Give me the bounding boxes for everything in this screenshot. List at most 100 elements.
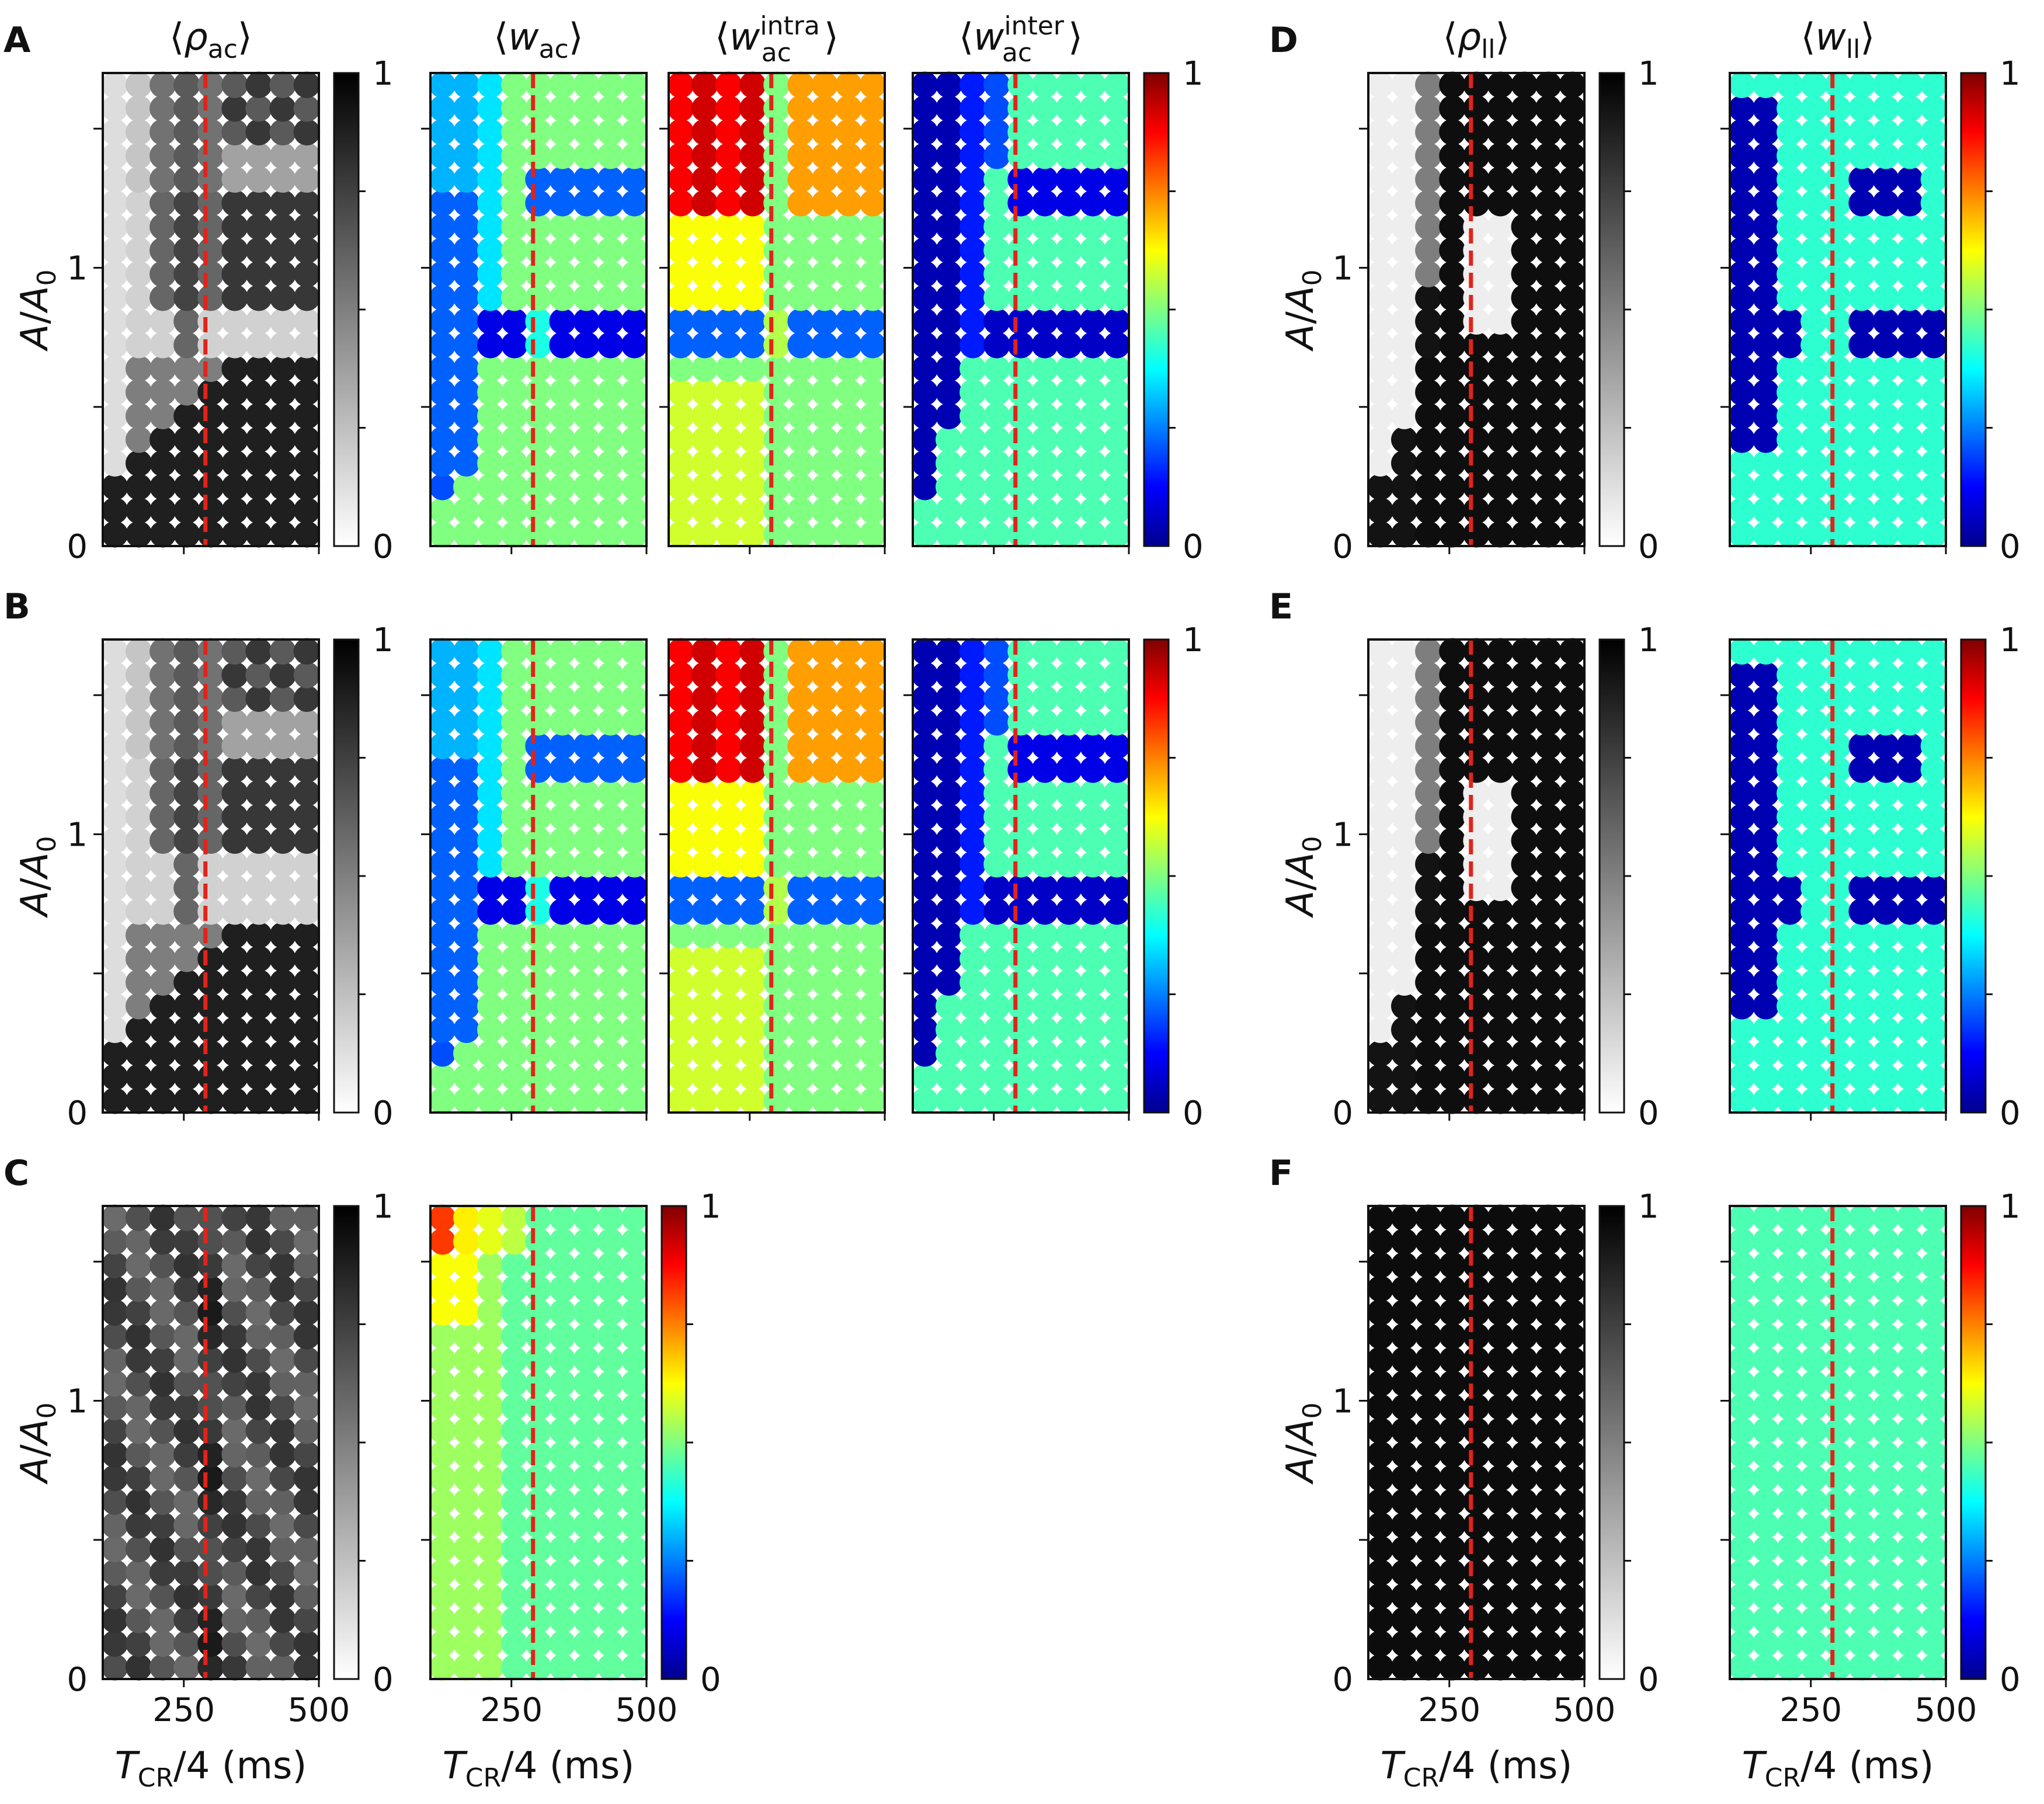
scatter-point (1007, 851, 1034, 878)
scatter-point (1103, 142, 1131, 169)
scatter-point (549, 780, 576, 807)
scatter-point (173, 1512, 200, 1539)
scatter-point (1391, 190, 1418, 217)
scatter-point (1007, 1063, 1034, 1091)
scatter-point (1055, 379, 1082, 406)
scatter-point (150, 260, 176, 287)
scatter-point (1463, 1393, 1490, 1420)
scatter-point (197, 1275, 224, 1302)
scatter-point (1559, 237, 1586, 264)
scatter-point (525, 756, 552, 783)
scatter-point (525, 993, 552, 1020)
scatter-point (835, 166, 863, 193)
scatter-point (150, 1607, 176, 1633)
scatter-point (1415, 756, 1442, 783)
scatter-point (960, 1040, 986, 1067)
scatter-point (911, 284, 938, 311)
scatter-point (126, 1535, 152, 1562)
scatter-point (811, 450, 838, 477)
scatter-point (1391, 969, 1418, 996)
scatter-point (936, 922, 962, 949)
scatter-point (911, 95, 938, 122)
scatter-point (1103, 780, 1131, 807)
scatter-point (835, 190, 863, 217)
scatter-point (126, 426, 152, 453)
scatter-point (1055, 1016, 1082, 1044)
scatter-point (667, 922, 694, 949)
scatter-point (525, 1417, 552, 1444)
scatter-point (1079, 355, 1107, 382)
label-part: T (1381, 1744, 1406, 1788)
scatter-point (1511, 402, 1538, 429)
colorbar (333, 638, 360, 1114)
scatter-point (1511, 308, 1538, 335)
scatter-point (597, 993, 624, 1020)
scatter-point (1007, 355, 1034, 382)
scatter-point (1920, 732, 1948, 760)
scatter-point (1920, 1559, 1948, 1586)
scatter-point (1872, 1393, 1899, 1420)
scatter-point (1800, 71, 1827, 98)
scatter-point (525, 1488, 552, 1515)
scatter-point (150, 685, 176, 712)
scatter-point (936, 426, 962, 453)
scatter-point (1367, 922, 1394, 949)
scatter-point (1031, 450, 1058, 477)
scatter-point (150, 402, 176, 429)
scatter-point (501, 1583, 528, 1610)
scatter-point (1055, 95, 1082, 122)
label-part: 0 (1298, 836, 1327, 852)
scatter-point (691, 474, 718, 500)
scatter-point (835, 756, 863, 783)
scatter-point (667, 142, 694, 169)
scatter-point (811, 1063, 838, 1091)
scatter-point (101, 1465, 128, 1492)
scatter-point (787, 95, 814, 122)
scatter-point (1728, 1559, 1756, 1586)
scatter-point (1800, 308, 1827, 335)
scatter-point (197, 1087, 224, 1114)
scatter-point (1896, 1488, 1923, 1515)
colorbar-tick-label: 1 (373, 1188, 394, 1226)
scatter-point (1535, 1346, 1562, 1373)
colorbar-tick-label: 0 (373, 1661, 394, 1699)
scatter-point (150, 1087, 176, 1114)
scatter-point (173, 1465, 200, 1492)
scatter-point (911, 756, 938, 783)
scatter-point (429, 308, 456, 335)
scatter-point (573, 402, 600, 429)
scatter-point (1535, 1441, 1562, 1468)
scatter-point (1511, 1228, 1538, 1255)
scatter-point (1031, 166, 1058, 193)
scatter-point (739, 190, 766, 217)
scatter-point (126, 1370, 152, 1397)
title-part: ⟩ (1068, 16, 1083, 59)
scatter-point (936, 213, 962, 240)
scatter-point (1559, 1204, 1586, 1231)
scatter-point (1367, 521, 1394, 548)
scatter-point (549, 898, 576, 925)
scatter-point (1800, 1370, 1827, 1397)
scatter-point (1896, 95, 1923, 122)
scatter-point (1920, 638, 1948, 665)
scatter-point (621, 1063, 648, 1091)
scatter-point (859, 1016, 887, 1044)
scatter-point (911, 450, 938, 477)
scatter-point (859, 237, 887, 264)
scatter-point (811, 946, 838, 972)
scatter-point (1415, 827, 1442, 854)
scatter-point (1487, 1040, 1514, 1067)
scatter-point (197, 1630, 224, 1657)
scatter-point (1753, 402, 1779, 429)
scatter-point (1753, 1654, 1779, 1681)
scatter-point (173, 1204, 200, 1231)
scatter-point (1031, 402, 1058, 429)
scatter-point (429, 284, 456, 311)
scatter-point (621, 379, 648, 406)
scatter-point (197, 1465, 224, 1492)
scatter-point (1728, 662, 1756, 689)
scatter-point (1055, 426, 1082, 453)
scatter-point (691, 898, 718, 925)
scatter-point (1511, 1488, 1538, 1515)
scatter-point (1463, 1607, 1490, 1633)
